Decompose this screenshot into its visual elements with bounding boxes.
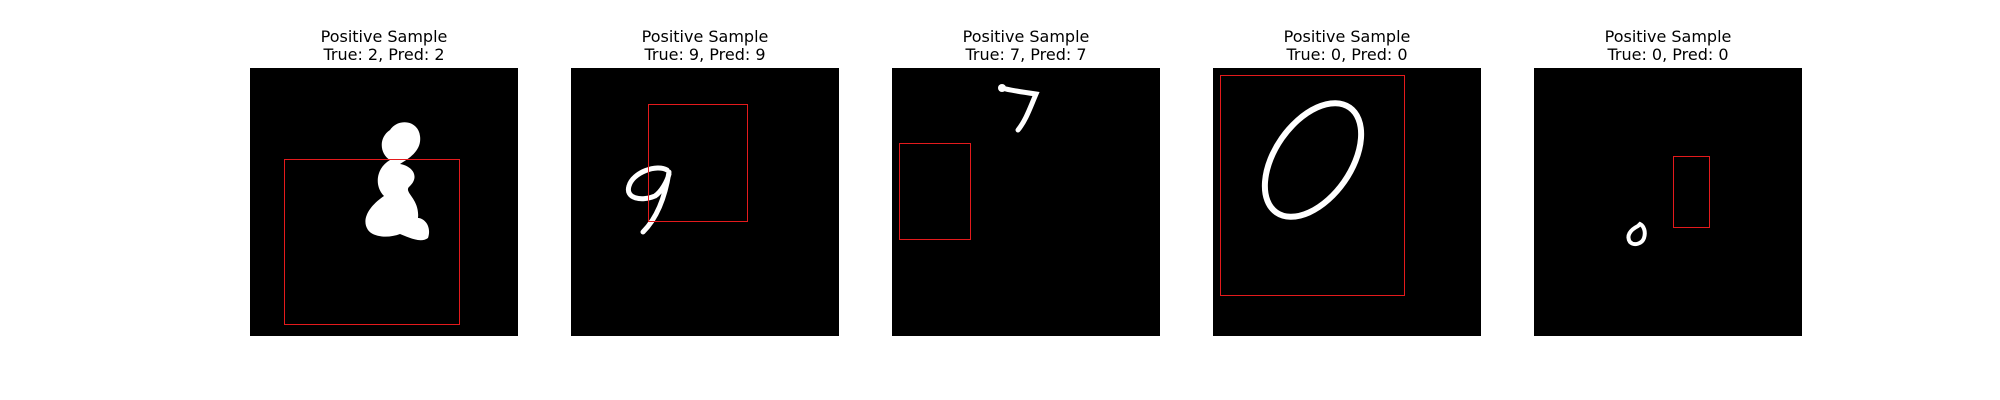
panel-title-line1: Positive Sample	[641, 27, 769, 46]
sample-panel-1: Positive Sample True: 2, Pred: 2	[250, 0, 518, 400]
digit-image	[892, 68, 1160, 336]
bounding-box	[648, 104, 748, 222]
digit-0-drawing	[1626, 221, 1647, 247]
digit-9-drawing	[625, 165, 672, 235]
sample-panel-3: Positive Sample True: 7, Pred: 7	[892, 0, 1160, 400]
panel-title-line2: True: 0, Pred: 0	[1607, 45, 1729, 64]
bounding-box	[1673, 156, 1710, 228]
sample-panel-4: Positive Sample True: 0, Pred: 0	[1213, 0, 1481, 400]
panel-title: Positive Sample True: 9, Pred: 9	[541, 28, 869, 64]
bounding-box	[284, 159, 460, 325]
digit-image	[250, 68, 518, 336]
panel-title-line2: True: 9, Pred: 9	[644, 45, 766, 64]
digit-7-drawing	[998, 84, 1040, 133]
panel-title-line2: True: 2, Pred: 2	[323, 45, 445, 64]
sample-panel-5: Positive Sample True: 0, Pred: 0	[1534, 0, 1802, 400]
digit-image	[1534, 68, 1802, 336]
bounding-box	[1220, 75, 1405, 296]
digit-2-drawing	[365, 122, 430, 241]
panel-title-line2: True: 0, Pred: 0	[1286, 45, 1408, 64]
digit-image	[571, 68, 839, 336]
panel-title: Positive Sample True: 2, Pred: 2	[220, 28, 548, 64]
panel-title-line2: True: 7, Pred: 7	[965, 45, 1087, 64]
panel-title-line1: Positive Sample	[1604, 27, 1732, 46]
sample-panel-2: Positive Sample True: 9, Pred: 9	[571, 0, 839, 400]
digit-image	[1213, 68, 1481, 336]
panel-title: Positive Sample True: 0, Pred: 0	[1183, 28, 1511, 64]
panel-title: Positive Sample True: 7, Pred: 7	[862, 28, 1190, 64]
panel-title: Positive Sample True: 0, Pred: 0	[1504, 28, 1832, 64]
digit-0-drawing	[1261, 100, 1365, 220]
panel-title-line1: Positive Sample	[962, 27, 1090, 46]
panel-title-line1: Positive Sample	[320, 27, 448, 46]
panel-title-line1: Positive Sample	[1283, 27, 1411, 46]
bounding-box	[899, 143, 971, 240]
